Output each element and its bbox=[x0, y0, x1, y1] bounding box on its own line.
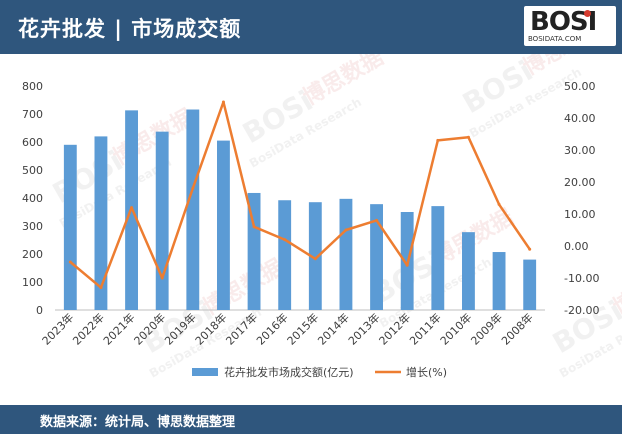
y-left-tick-label: 0 bbox=[36, 304, 43, 317]
growth-line bbox=[69, 100, 531, 289]
line-point bbox=[252, 225, 256, 229]
bar bbox=[339, 198, 353, 310]
legend-bar-swatch bbox=[192, 368, 218, 376]
line-point bbox=[436, 138, 440, 142]
line-point bbox=[99, 286, 103, 290]
bar bbox=[523, 259, 537, 310]
y-right-tick-label: -20.00 bbox=[564, 304, 599, 317]
legend-line-label: 增长(%) bbox=[406, 365, 447, 379]
line-point bbox=[344, 228, 348, 232]
x-tick-label: 2021年 bbox=[100, 310, 137, 347]
line-point bbox=[221, 100, 225, 104]
y-left-tick-label: 400 bbox=[22, 192, 43, 205]
x-tick-label: 2011年 bbox=[406, 310, 443, 347]
watermark-cn: 博思数据 bbox=[199, 254, 288, 321]
line-point bbox=[466, 135, 470, 139]
bar bbox=[94, 136, 108, 310]
logo-subtext: BOSIDATA.COM bbox=[528, 35, 582, 43]
bar bbox=[370, 204, 383, 310]
bar bbox=[492, 252, 506, 310]
bar bbox=[217, 140, 230, 310]
page-title: 花卉批发 | 市场成交额 bbox=[18, 17, 242, 41]
bar bbox=[462, 232, 475, 310]
line-point bbox=[130, 206, 134, 210]
bar bbox=[308, 202, 322, 310]
line-point bbox=[160, 276, 164, 280]
x-tick-label: 2010年 bbox=[437, 310, 474, 347]
bars-layer bbox=[63, 109, 537, 310]
y-right-tick-label: 50.00 bbox=[564, 80, 596, 93]
x-tick-label: 2014年 bbox=[315, 310, 352, 347]
y-right-tick-label: 40.00 bbox=[564, 112, 596, 125]
footer-bar: 数据来源：统计局、博思数据整理 bbox=[0, 405, 622, 434]
x-tick-label: 2009年 bbox=[468, 310, 505, 347]
bar bbox=[431, 206, 445, 310]
y-left-tick-label: 800 bbox=[22, 80, 43, 93]
y-right-tick-label: 10.00 bbox=[564, 208, 596, 221]
bar bbox=[247, 192, 261, 310]
x-tick-label: 2023年 bbox=[39, 310, 76, 347]
y-right-tick-label: 30.00 bbox=[564, 144, 596, 157]
brand-logo: BOSI BOSIDATA.COM bbox=[524, 6, 616, 46]
x-tick-label: 2008年 bbox=[498, 310, 535, 347]
line-point bbox=[313, 257, 317, 261]
line-point bbox=[375, 218, 379, 222]
bar bbox=[186, 109, 200, 310]
watermark-cn: 博思数据 bbox=[109, 104, 198, 171]
y-left-tick-label: 700 bbox=[22, 108, 43, 121]
y-left-tick-label: 600 bbox=[22, 136, 43, 149]
y-right-tick-label: 0.00 bbox=[564, 240, 589, 253]
y-left-tick-label: 200 bbox=[22, 248, 43, 261]
legend: 花卉批发市场成交额(亿元) 增长(%) bbox=[192, 365, 447, 379]
y-left-tick-label: 500 bbox=[22, 164, 43, 177]
x-tick-label: 2013年 bbox=[345, 310, 382, 347]
bar bbox=[278, 200, 292, 310]
bar bbox=[63, 144, 77, 310]
x-tick-label: 2022年 bbox=[70, 310, 107, 347]
line-point bbox=[191, 186, 195, 190]
line-point bbox=[283, 238, 287, 242]
line-point bbox=[528, 247, 532, 251]
line-point bbox=[68, 260, 72, 264]
data-source: 数据来源：统计局、博思数据整理 bbox=[40, 415, 236, 430]
line-point bbox=[405, 263, 409, 267]
line-layer bbox=[68, 100, 532, 290]
logo-dot bbox=[584, 10, 591, 17]
y-left-tick-label: 100 bbox=[22, 276, 43, 289]
x-tick-label: 2015年 bbox=[284, 310, 321, 347]
line-point bbox=[497, 202, 501, 206]
y-left-tick-label: 300 bbox=[22, 220, 43, 233]
y-right-tick-label: 20.00 bbox=[564, 176, 596, 189]
bar bbox=[155, 131, 169, 310]
y-right-tick-label: -10.00 bbox=[564, 272, 599, 285]
legend-bar-label: 花卉批发市场成交额(亿元) bbox=[224, 365, 354, 379]
header-bar: 花卉批发 | 市场成交额 BOSI BOSIDATA.COM bbox=[0, 0, 622, 54]
